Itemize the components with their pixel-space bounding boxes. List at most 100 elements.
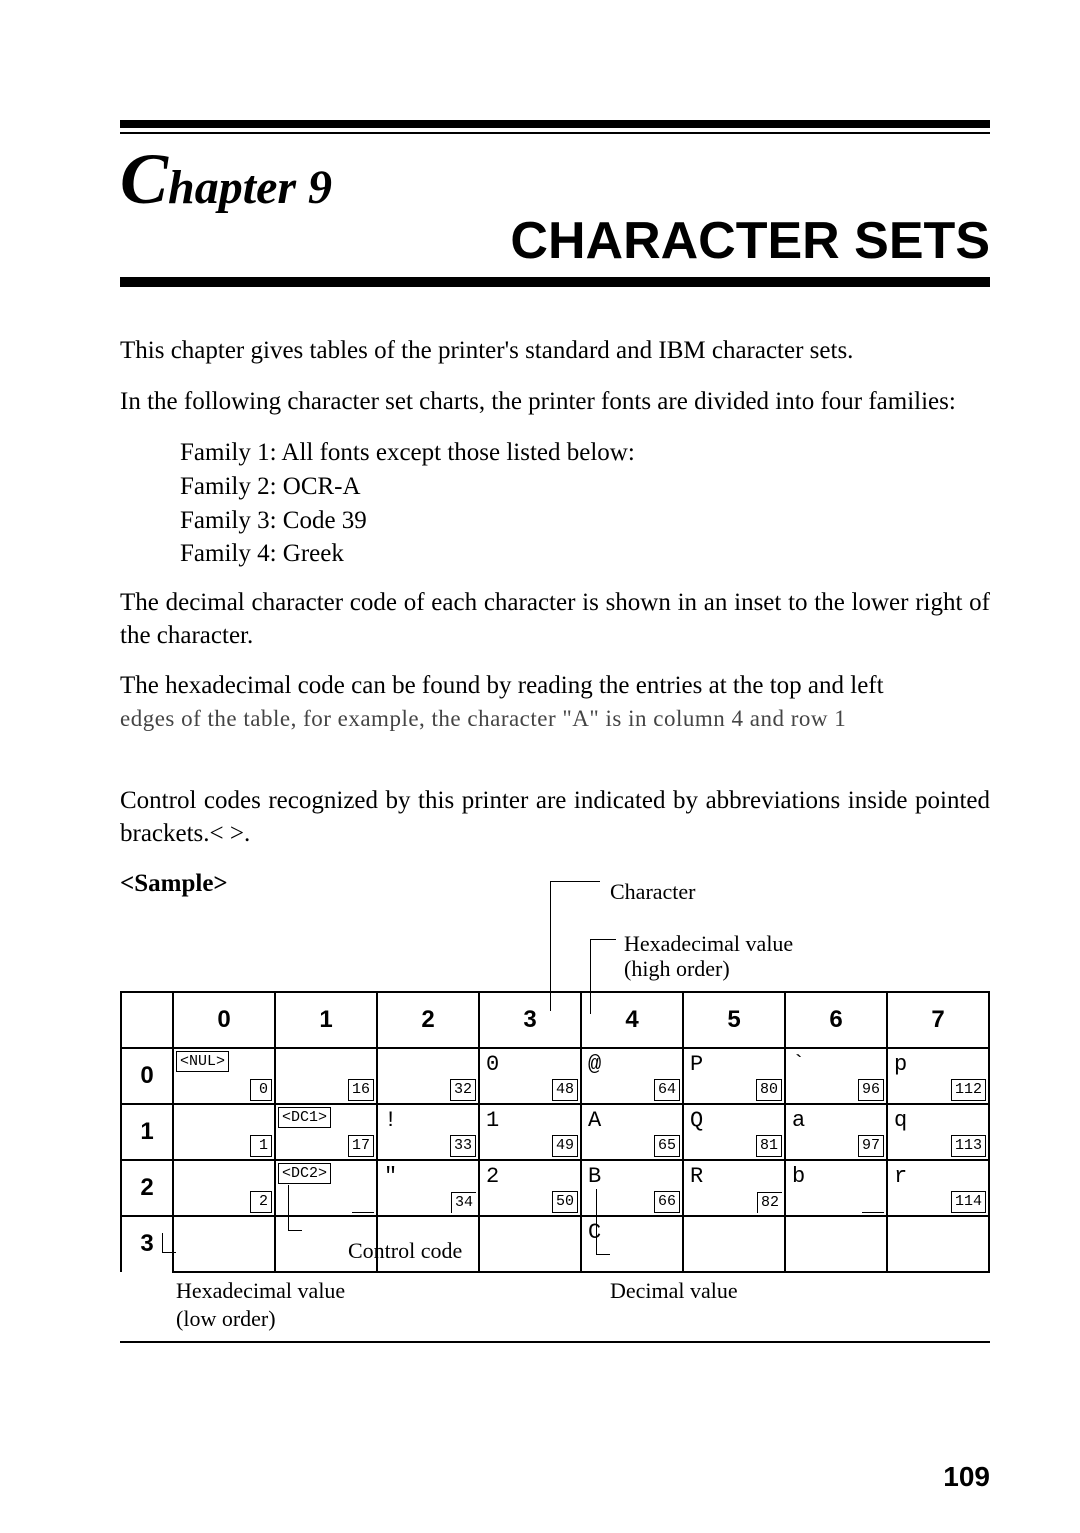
dec-64: 64 — [654, 1079, 680, 1101]
dec-66: 66 — [654, 1191, 680, 1213]
ctrl-dc2: <DC2> — [278, 1163, 331, 1185]
family-1: Family 1: All fonts except those listed … — [180, 436, 990, 470]
top-rule — [120, 120, 990, 128]
cell-0-7: p112 — [887, 1048, 989, 1104]
col-head-4: 4 — [581, 992, 683, 1048]
body-text: This chapter gives tables of the printer… — [120, 335, 990, 1343]
chapter-label: hapter 9 — [168, 161, 332, 214]
ctrl-dc1: <DC1> — [278, 1107, 331, 1129]
chapter-heading: Chapter 9 — [120, 138, 990, 221]
decimal-legend-label: Decimal value — [610, 1278, 738, 1303]
hex-low-legend-line — [162, 1233, 176, 1253]
char-dquote: " — [384, 1163, 397, 1192]
cell-2-3: 2 50 — [479, 1160, 581, 1216]
cell-1-3: 149 — [479, 1104, 581, 1160]
dec-1: 1 — [250, 1135, 272, 1157]
cell-3-5 — [683, 1216, 785, 1272]
dec-17: 17 — [348, 1135, 374, 1157]
col-head-1: 1 — [275, 992, 377, 1048]
cell-3-3 — [479, 1216, 581, 1272]
cell-2-6: b — [785, 1160, 887, 1216]
dec-80: 80 — [756, 1079, 782, 1101]
row-head-1: 1 — [121, 1104, 173, 1160]
col-head-3: 3 — [479, 992, 581, 1048]
character-legend-label: Character — [610, 878, 696, 907]
dec-65: 65 — [654, 1135, 680, 1157]
dec-0: 0 — [250, 1079, 272, 1101]
bottom-legend: Control code Hexadecimal value (low orde… — [120, 1273, 990, 1343]
cell-3-6 — [785, 1216, 887, 1272]
char-b-upper: B — [588, 1163, 601, 1192]
control-code-legend: Control code — [348, 1237, 462, 1266]
col-head-7: 7 — [887, 992, 989, 1048]
hex-low-label1: Hexadecimal value — [176, 1278, 345, 1303]
top-legend: Character Hexadecimal value (high order) — [120, 911, 990, 991]
cell-2-2: "34 — [377, 1160, 479, 1216]
dec-49: 49 — [552, 1135, 578, 1157]
pdec-98 — [862, 1212, 884, 1213]
col-head-0: 0 — [173, 992, 275, 1048]
family-3: Family 3: Code 39 — [180, 504, 990, 538]
char-p-upper: P — [690, 1051, 703, 1080]
table-row-0: 0 <NUL> 0 16 32 0 48 @64 P 80 ` 96 p112 — [121, 1048, 989, 1104]
cell-0-3: 0 48 — [479, 1048, 581, 1104]
dec-50: 50 — [552, 1191, 578, 1213]
char-0: 0 — [486, 1051, 499, 1080]
header-row: 0 1 2 3 4 5 6 7 — [121, 992, 989, 1048]
cell-1-7: q113 — [887, 1104, 989, 1160]
paragraph-2: In the following character set charts, t… — [120, 386, 990, 419]
dec-81: 81 — [756, 1135, 782, 1157]
cell-3-0 — [173, 1216, 275, 1272]
family-4: Family 4: Greek — [180, 537, 990, 571]
corner-cell — [121, 992, 173, 1048]
char-2: 2 — [486, 1163, 499, 1192]
char-backtick: ` — [792, 1051, 805, 1080]
table-row-3: 3 C — [121, 1216, 989, 1272]
char-r-upper: R — [690, 1163, 703, 1192]
cell-1-1: <DC1> 17 — [275, 1104, 377, 1160]
paragraph-1: This chapter gives tables of the printer… — [120, 335, 990, 368]
sample-grid: 0 1 2 3 4 5 6 7 0 <NUL>0 16 32 048 @64 P… — [120, 991, 990, 1273]
col-head-2: 2 — [377, 992, 479, 1048]
cell-0-0: <NUL> 0 — [173, 1048, 275, 1104]
family-list: Family 1: All fonts except those listed … — [180, 436, 990, 571]
page-title: CHARACTER SETS — [120, 211, 990, 287]
char-p-lower: p — [894, 1051, 907, 1080]
hex-low-label2: (low order) — [176, 1306, 276, 1331]
chapter-initial: C — [120, 139, 168, 219]
table-row-2: 2 2 <DC2> "34 250 B66 R82 b r114 — [121, 1160, 989, 1216]
paragraph-5: Control codes recognized by this printer… — [120, 785, 990, 850]
control-legend-line — [288, 1185, 302, 1231]
cell-1-5: Q 81 — [683, 1104, 785, 1160]
dec-96: 96 — [858, 1079, 884, 1101]
char-b-lower: b — [792, 1163, 805, 1192]
col-head-5: 5 — [683, 992, 785, 1048]
cell-2-7: r114 — [887, 1160, 989, 1216]
char-r-lower: r — [894, 1163, 907, 1192]
hex-high-text2: (high order) — [624, 956, 730, 981]
decimal-legend-line — [596, 1189, 610, 1255]
char-at: @ — [588, 1051, 601, 1080]
cell-0-6: ` 96 — [785, 1048, 887, 1104]
ctrl-nul: <NUL> — [176, 1051, 229, 1073]
pdec-18 — [352, 1212, 374, 1213]
col-head-6: 6 — [785, 992, 887, 1048]
page: Chapter 9 CHARACTER SETS This chapter gi… — [120, 120, 990, 1343]
paragraph-4-cutoff: edges of the table, for example, the cha… — [120, 706, 846, 731]
paragraph-4-line1: The hexadecimal code can be found by rea… — [120, 672, 884, 699]
char-q-upper: Q — [690, 1107, 703, 1136]
dec-16: 16 — [348, 1079, 374, 1101]
cell-1-4: A 65 — [581, 1104, 683, 1160]
cell-3-7 — [887, 1216, 989, 1272]
cell-1-6: a97 — [785, 1104, 887, 1160]
decimal-legend: Decimal value — [610, 1277, 738, 1306]
cell-2-0: 2 — [173, 1160, 275, 1216]
cell-1-0: 1 — [173, 1104, 275, 1160]
dec-32: 32 — [450, 1079, 476, 1101]
dec-97: 97 — [858, 1135, 884, 1157]
row-head-2: 2 — [121, 1160, 173, 1216]
char-a-upper: A — [588, 1107, 601, 1136]
hex-high-legend-label: Hexadecimal value (high order) — [624, 931, 793, 982]
family-2: Family 2: OCR-A — [180, 470, 990, 504]
dec-48: 48 — [552, 1079, 578, 1101]
